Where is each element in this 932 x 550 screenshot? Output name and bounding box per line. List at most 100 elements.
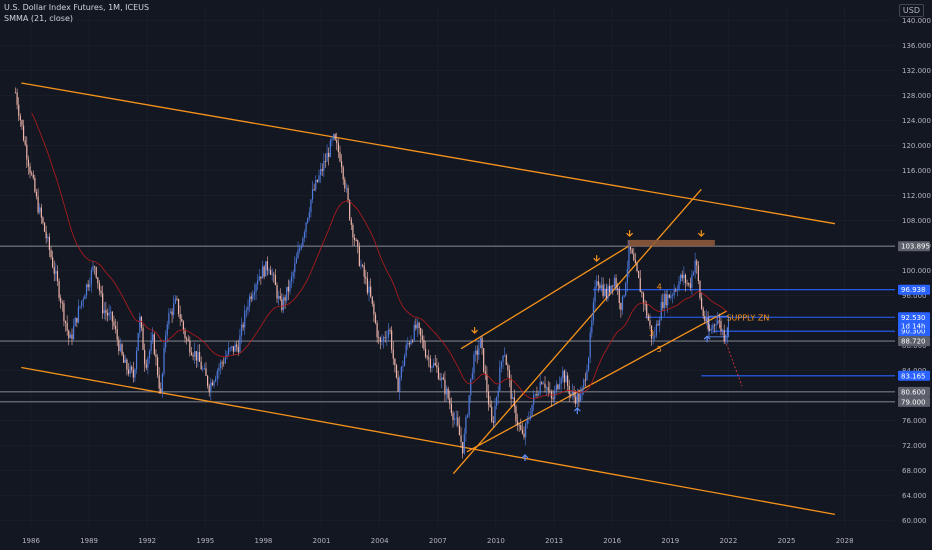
candle-body	[717, 320, 719, 325]
level-price-label: 96.938	[901, 286, 926, 294]
level-price-tag	[898, 312, 930, 323]
candle-body	[329, 140, 331, 157]
candle-body	[649, 320, 651, 326]
trendline	[21, 82, 836, 225]
time-axis[interactable]: 1986 1989 1992 1995 1998 2001 2004 2007 2010 2013…	[22, 537, 853, 545]
candle-body	[433, 363, 435, 367]
candle-body	[48, 236, 51, 250]
candle-body	[379, 337, 381, 342]
candle-body	[489, 404, 491, 408]
candle-body	[374, 314, 377, 323]
candle-body	[721, 330, 724, 331]
candle-body	[43, 222, 46, 232]
consolidation-box	[708, 315, 729, 338]
indicator-legend[interactable]: SMMA (21, close)	[4, 14, 74, 23]
y-tick-label: 112.000	[902, 192, 931, 200]
level-price-tag	[898, 386, 930, 397]
candle-body	[400, 366, 402, 379]
candle-body	[471, 373, 473, 379]
trendline	[21, 366, 836, 516]
candle-body	[591, 320, 593, 333]
annotations: SUPPLY ZN 3 4 5	[471, 230, 769, 461]
candle-body	[273, 274, 275, 276]
candle-body	[623, 295, 625, 297]
candle-body	[58, 281, 60, 298]
candle-body	[605, 288, 607, 299]
candle-body	[486, 373, 488, 392]
candle-body	[568, 385, 570, 395]
candle-body	[361, 265, 364, 267]
candle-body	[671, 295, 674, 296]
candle-body	[557, 384, 559, 389]
candle-body	[244, 310, 246, 328]
up-arrow-icon	[521, 454, 529, 461]
candle-body	[702, 308, 704, 317]
candle-body	[203, 368, 205, 370]
candle-body	[525, 423, 527, 438]
candle-body	[449, 398, 451, 404]
candle-body	[69, 334, 71, 339]
candle-body	[395, 365, 398, 378]
symbol-title[interactable]: U.S. Dollar Index Futures, 1M, ICEUS	[4, 3, 150, 12]
supply-zone-label: SUPPLY ZN	[726, 314, 769, 323]
candle-body	[583, 379, 585, 389]
candle-body	[494, 405, 496, 423]
candle-body	[73, 326, 75, 340]
candle-body	[110, 311, 112, 313]
currency-label[interactable]: USD	[898, 4, 924, 17]
candle-body	[32, 174, 34, 178]
candle-body	[353, 237, 356, 241]
candle-body	[179, 314, 181, 319]
candle-body	[662, 302, 664, 309]
candle-body	[223, 362, 225, 364]
candle-body	[60, 297, 62, 303]
candle-body	[84, 295, 86, 300]
level-price-label: 90.300	[901, 328, 926, 336]
candle-body	[646, 303, 648, 316]
candle-body	[349, 200, 351, 220]
candle-body	[520, 425, 522, 430]
price-axis[interactable]: 140.000 136.000 132.000 128.000 124.000 120.0…	[898, 17, 931, 525]
candle-body	[171, 311, 173, 315]
candle-body	[308, 212, 310, 219]
candle-body	[502, 355, 504, 362]
candle-body	[563, 370, 565, 383]
candle-body	[397, 377, 399, 392]
candle-body	[152, 334, 154, 341]
candle-body	[186, 338, 188, 340]
candle-body	[89, 284, 91, 288]
candle-body	[657, 324, 659, 326]
candle-body	[579, 394, 582, 402]
candle-body	[358, 246, 360, 266]
candle-body	[415, 324, 417, 329]
candle-body	[659, 320, 661, 326]
level-price-tag	[898, 396, 930, 407]
candle-body	[144, 349, 146, 365]
candle-body	[221, 362, 223, 364]
candle-body	[14, 92, 17, 94]
candle-body	[441, 377, 443, 380]
candle-body	[35, 191, 38, 197]
candle-body	[232, 346, 235, 352]
candle-body	[445, 388, 448, 395]
candle-body	[452, 413, 454, 420]
y-tick-label: 100.000	[902, 267, 931, 275]
wave-label: 5	[657, 345, 662, 354]
candle-body	[473, 354, 475, 374]
y-tick-label: 72.000	[902, 442, 927, 450]
y-tick-label: 132.000	[902, 67, 931, 75]
candle-body	[352, 224, 354, 238]
candle-body	[412, 340, 414, 342]
candle-body	[189, 340, 191, 353]
candle-body	[97, 277, 99, 284]
candle-body	[22, 125, 25, 141]
candle-body	[210, 382, 212, 393]
candle-body	[252, 294, 254, 300]
candle-body	[457, 417, 459, 426]
candle-body	[247, 306, 249, 311]
trendlines[interactable]	[21, 82, 836, 516]
candle-body	[181, 318, 183, 322]
candle-body	[638, 271, 640, 278]
candle-body	[307, 218, 309, 223]
